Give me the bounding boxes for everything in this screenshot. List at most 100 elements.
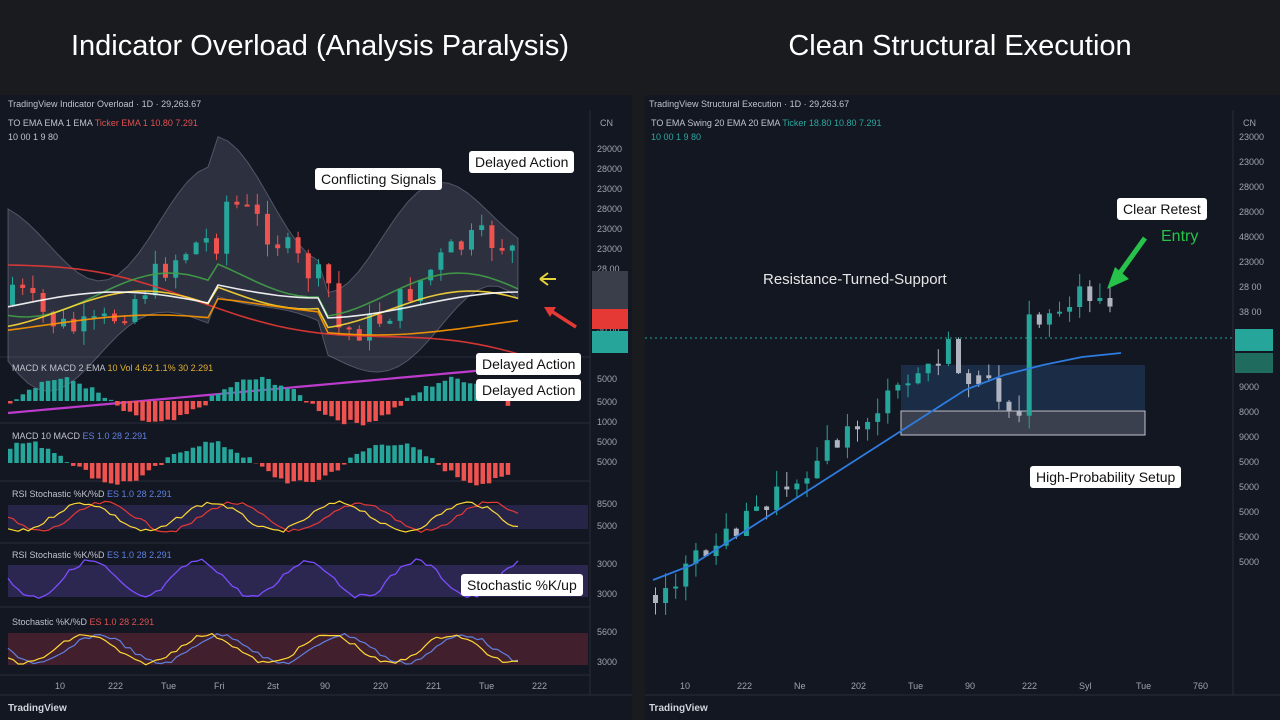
macd-bar xyxy=(203,401,208,406)
macd-bar xyxy=(146,463,152,471)
ema-line xyxy=(7,263,519,318)
macd-bar xyxy=(178,452,183,463)
price-tick: 23000 xyxy=(1239,257,1264,267)
macd-bar xyxy=(190,401,196,410)
price-tick: 38 00 xyxy=(1239,307,1262,317)
right-chart-panel[interactable]: 23000 23000 28000 28000 48000 23000 28 00 38 00… xyxy=(645,95,1280,720)
macd-bar xyxy=(442,463,448,472)
candle xyxy=(774,486,780,510)
macd-bar xyxy=(127,463,133,482)
macd-bar xyxy=(474,463,479,486)
macd-bar xyxy=(354,401,359,423)
macd-bar xyxy=(348,401,353,420)
price-badge-green xyxy=(1235,329,1273,351)
macd-bar xyxy=(367,448,372,463)
macd-bar xyxy=(404,397,410,401)
right-header: TradingView Structural Execution · 1D · … xyxy=(649,99,850,109)
macd-bar xyxy=(102,463,107,483)
candle xyxy=(142,295,148,300)
macd-bar xyxy=(486,463,492,484)
price-tick: 5000 xyxy=(1239,532,1259,542)
macd-bar xyxy=(386,401,391,415)
macd-bar xyxy=(423,456,429,463)
candle xyxy=(653,595,658,604)
macd-bar xyxy=(228,387,233,401)
macd-bar xyxy=(386,445,391,463)
time-tick: 222 xyxy=(532,681,547,691)
right-legend-1: TO EMA Swing 20 EMA 20 EMA Ticker 18.80 … xyxy=(651,118,882,128)
macd-bar xyxy=(467,463,473,483)
candle xyxy=(122,321,128,324)
macd-bar xyxy=(102,397,107,401)
left-price-top: CN xyxy=(600,118,613,128)
sub-tick: 5000 xyxy=(597,457,617,467)
macd-bar xyxy=(71,380,76,401)
macd-bar xyxy=(152,463,158,466)
candle xyxy=(703,550,709,556)
macd-bar xyxy=(449,376,454,401)
candle xyxy=(316,264,321,279)
macd-bar xyxy=(253,379,259,401)
candle xyxy=(489,225,495,249)
time-tick: Tue xyxy=(908,681,923,691)
macd-bar xyxy=(45,448,51,463)
macd-bar xyxy=(297,395,303,401)
macd-bar xyxy=(411,447,416,463)
macd-bar xyxy=(493,463,498,479)
time-tick: 202 xyxy=(851,681,866,691)
macd-bar xyxy=(209,442,215,463)
macd-bar xyxy=(461,463,467,481)
candle xyxy=(234,201,240,205)
left-header: TradingView Indicator Overload · 1D · 29… xyxy=(8,99,202,109)
macd-bar xyxy=(108,399,114,401)
macd-bar xyxy=(152,401,158,422)
candle xyxy=(935,363,941,366)
macd-bar xyxy=(184,401,189,415)
macd-bar xyxy=(379,401,385,416)
macd-bar xyxy=(455,463,460,478)
candle xyxy=(305,253,311,279)
macd-bar xyxy=(20,443,26,463)
ema-line xyxy=(7,297,519,336)
macd-bar xyxy=(272,384,278,401)
macd-bar xyxy=(83,388,89,401)
macd-bar xyxy=(178,401,183,416)
candle xyxy=(683,563,689,587)
sub-label-5: Stochastic %K/%D ES 1.0 28 2.291 xyxy=(12,617,155,627)
macd-bar xyxy=(310,463,315,483)
macd-bar xyxy=(323,401,328,415)
price-tick: 28 00 xyxy=(597,264,620,274)
macd-bar xyxy=(64,377,70,401)
macd-bar xyxy=(285,463,290,484)
macd-bar xyxy=(165,401,170,420)
macd-bar xyxy=(58,378,63,401)
macd-bar xyxy=(203,441,208,463)
candle xyxy=(377,314,383,324)
candle xyxy=(966,373,972,385)
macd-bar xyxy=(241,379,246,401)
candle xyxy=(1036,314,1042,325)
macd-bar xyxy=(329,401,334,417)
macd-bar xyxy=(77,463,82,467)
macd-bar xyxy=(228,449,233,463)
price-tick: 28 00 xyxy=(1239,282,1262,292)
candle xyxy=(1016,411,1022,416)
macd-bar xyxy=(291,463,296,482)
macd-bar xyxy=(316,463,322,480)
macd-bar xyxy=(71,463,76,466)
macd-bar xyxy=(379,444,385,463)
candle xyxy=(193,242,199,255)
macd-bar xyxy=(165,457,170,463)
macd-bar xyxy=(52,380,57,401)
stochastic-label: Stochastic %K/up xyxy=(461,574,583,596)
macd-bar xyxy=(467,383,473,401)
time-tick: Syl xyxy=(1079,681,1092,691)
yellow-arrow xyxy=(539,272,556,286)
candle xyxy=(163,263,168,278)
candle xyxy=(743,510,749,536)
price-badge-green xyxy=(592,331,628,353)
macd-bar xyxy=(222,447,227,463)
macd-bar xyxy=(360,451,366,463)
macd-bar xyxy=(234,452,240,463)
